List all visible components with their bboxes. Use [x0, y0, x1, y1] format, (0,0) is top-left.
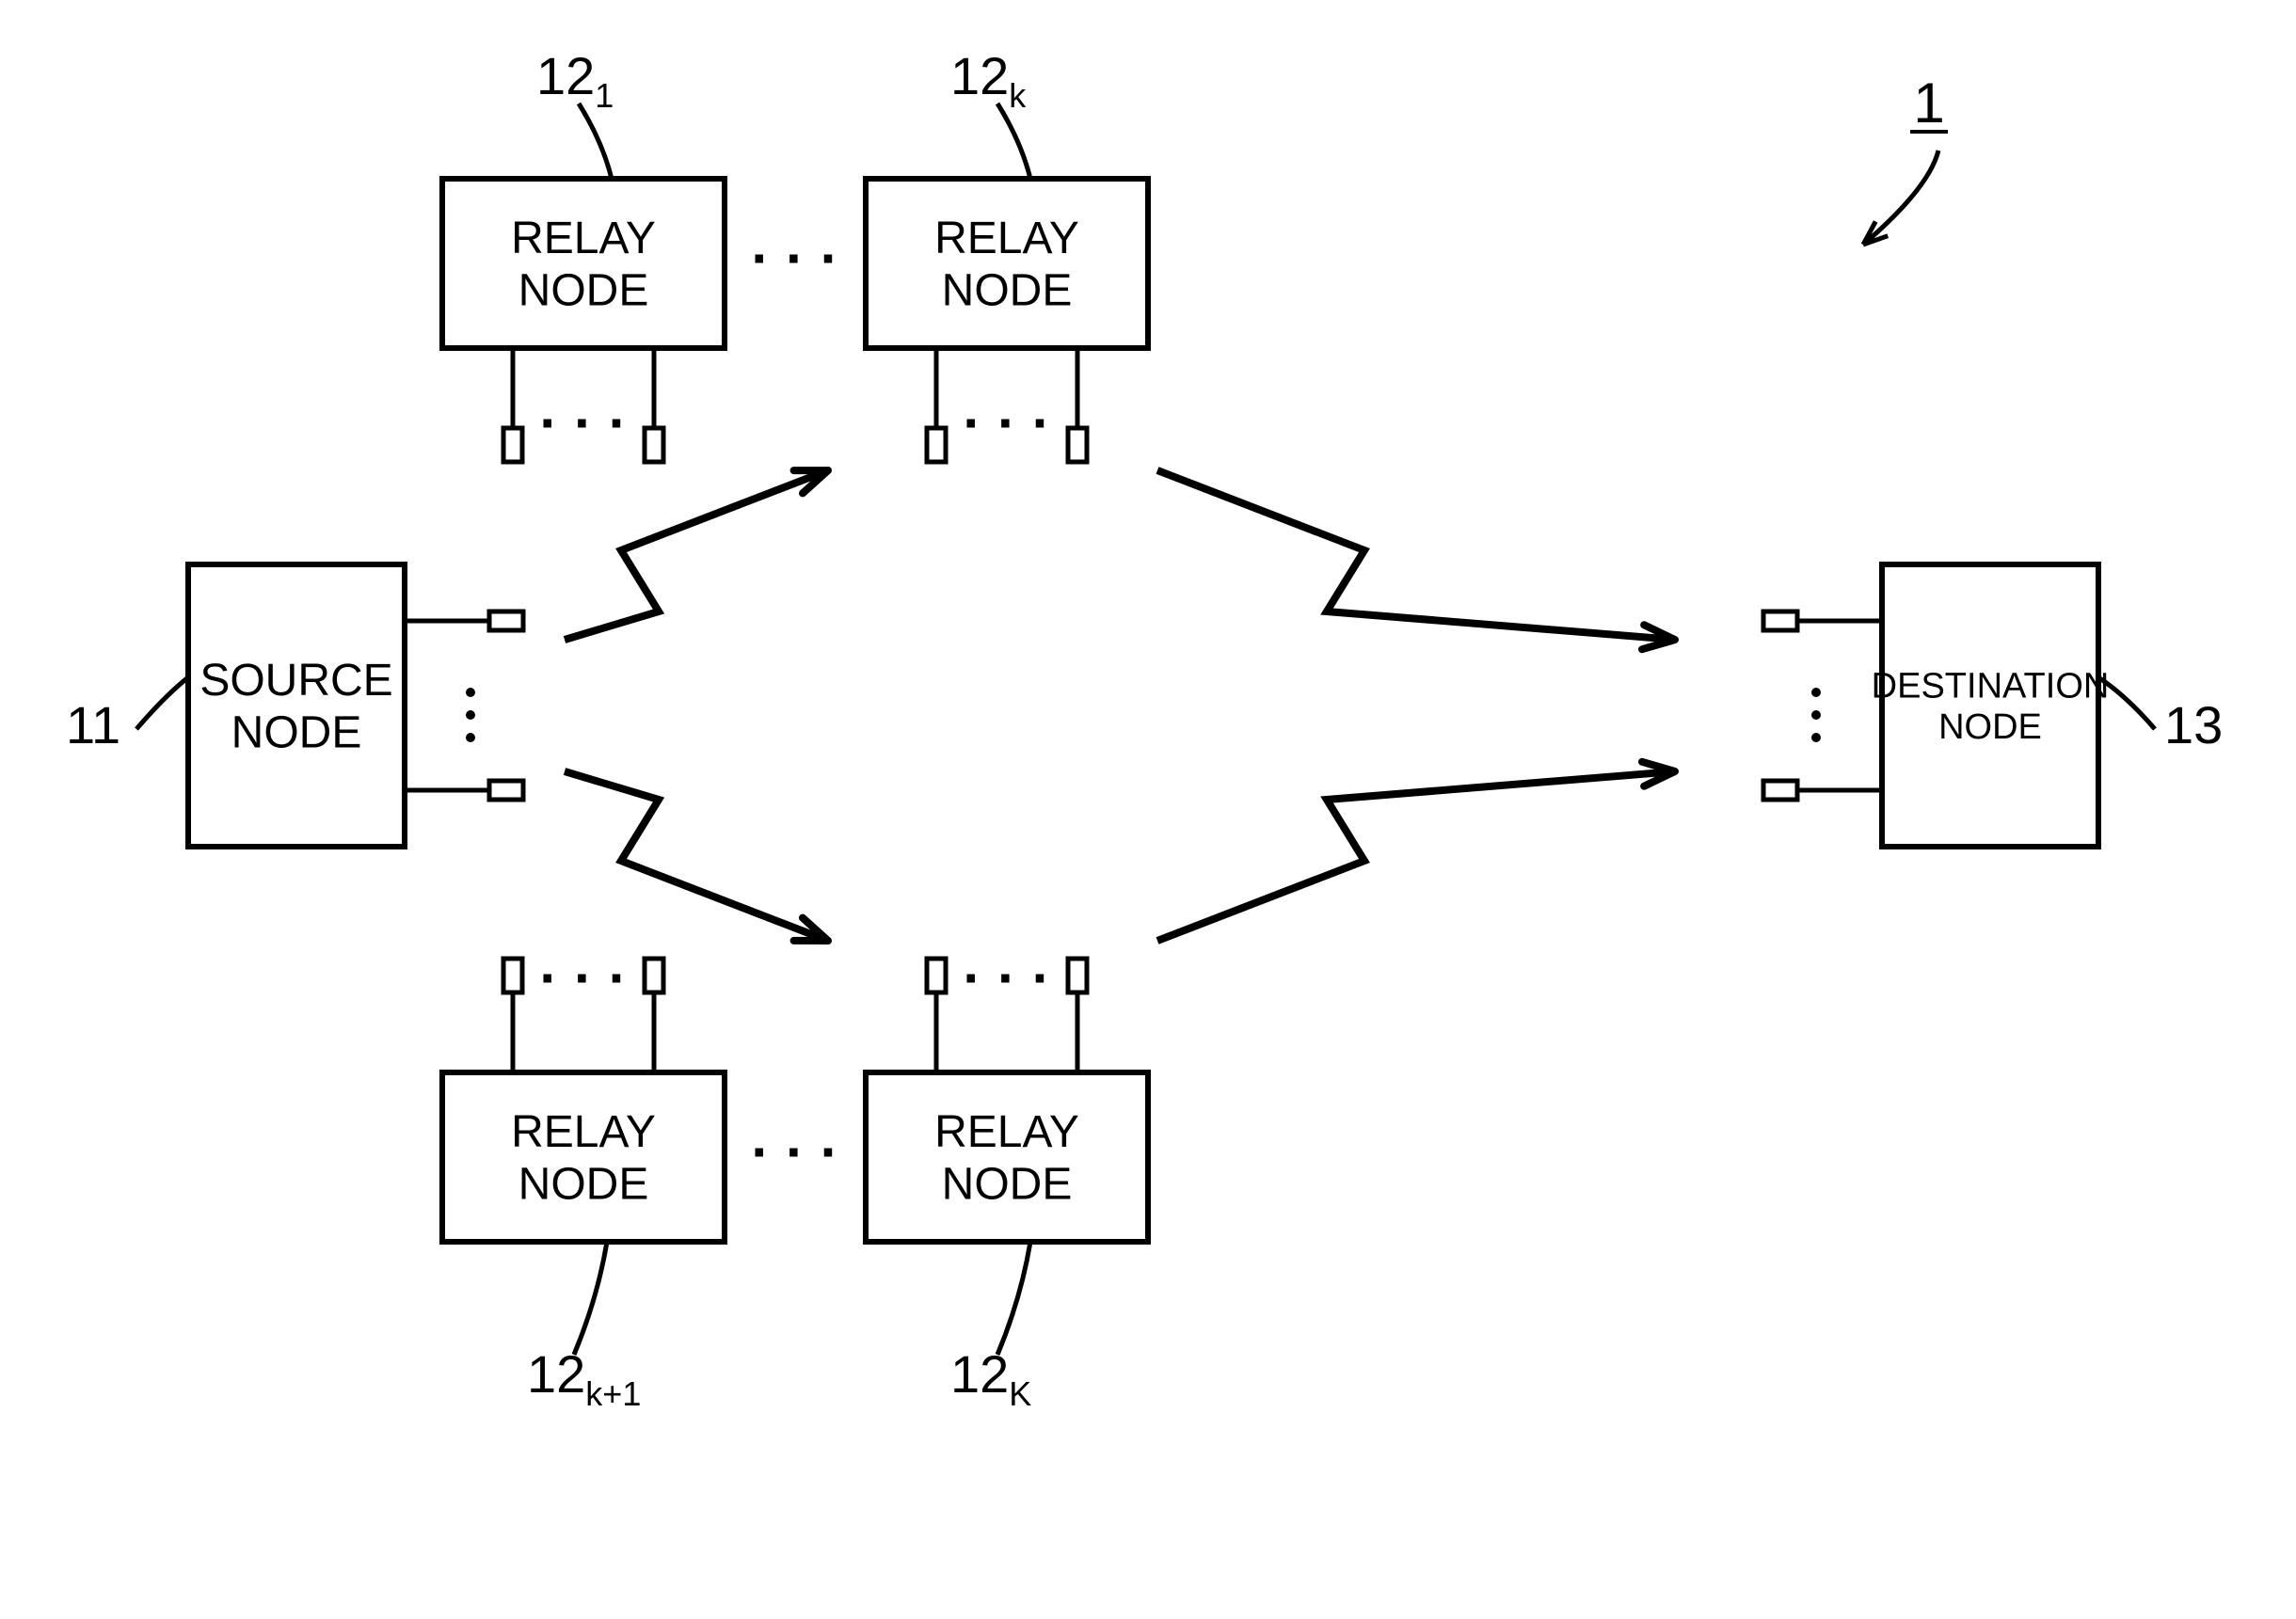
- antenna: [503, 348, 522, 462]
- node-box: RELAYNODE: [442, 1072, 725, 1242]
- antenna: [927, 959, 946, 1072]
- antenna: [503, 959, 522, 1072]
- signal-arrow: [1157, 762, 1675, 941]
- ellipsis-vertical: [1811, 688, 1821, 742]
- ellipsis: · · ·: [963, 946, 1050, 1009]
- ref-label: 13: [2164, 695, 2223, 754]
- ref-label: 12k+1: [527, 1344, 641, 1413]
- node-label: NODE: [1938, 707, 2042, 747]
- node-box: RELAYNODE: [866, 179, 1148, 348]
- node-label: DESTINATION: [1872, 666, 2110, 706]
- ref-label: 121: [536, 46, 614, 115]
- antenna: [1763, 781, 1882, 800]
- ellipsis: · · ·: [751, 227, 838, 290]
- signal-arrow: [565, 771, 828, 941]
- node-box: RELAYNODE: [866, 1072, 1148, 1242]
- diagram-root: 1SOURCENODE11DESTINATIONNODE13RELAYNODE1…: [0, 0, 2296, 1619]
- node-box: RELAYNODE: [442, 179, 725, 348]
- node-label: RELAY: [934, 1107, 1079, 1157]
- ellipsis-vertical: [466, 688, 475, 742]
- antenna: [645, 348, 663, 462]
- leader-line: [574, 1242, 607, 1355]
- ellipsis: · · ·: [963, 391, 1050, 454]
- ref-label: 12k: [950, 46, 1027, 115]
- antenna: [1068, 348, 1087, 462]
- antenna: [405, 781, 523, 800]
- node-label: RELAY: [511, 214, 656, 263]
- ellipsis: · · ·: [539, 946, 627, 1009]
- leader-line: [997, 103, 1030, 179]
- antenna: [645, 959, 663, 1072]
- node-label: SOURCE: [199, 656, 392, 706]
- figure-number: 1: [1913, 71, 1944, 135]
- ref-label: 12K: [950, 1344, 1031, 1413]
- node-label: NODE: [942, 1159, 1073, 1209]
- signal-arrow: [565, 470, 828, 640]
- node-label: NODE: [942, 265, 1073, 315]
- antenna: [405, 611, 523, 630]
- antenna: [1068, 959, 1087, 1072]
- node-label: NODE: [231, 707, 362, 757]
- ref-label: 11: [66, 695, 120, 754]
- node-label: RELAY: [934, 214, 1079, 263]
- antenna: [1763, 611, 1882, 630]
- ellipsis: · · ·: [751, 1120, 838, 1183]
- antenna: [927, 348, 946, 462]
- node-label: NODE: [518, 265, 649, 315]
- node-box: SOURCENODE: [188, 564, 405, 847]
- leader-line: [136, 677, 188, 729]
- figure-leader: [1863, 151, 1938, 245]
- ellipsis: · · ·: [539, 391, 627, 454]
- node-label: NODE: [518, 1159, 649, 1209]
- node-box: DESTINATIONNODE: [1872, 564, 2110, 847]
- signal-arrow: [1157, 470, 1675, 649]
- node-label: RELAY: [511, 1107, 656, 1157]
- leader-line: [579, 103, 612, 179]
- diagram-svg: 1SOURCENODE11DESTINATIONNODE13RELAYNODE1…: [0, 0, 2296, 1619]
- leader-line: [997, 1242, 1030, 1355]
